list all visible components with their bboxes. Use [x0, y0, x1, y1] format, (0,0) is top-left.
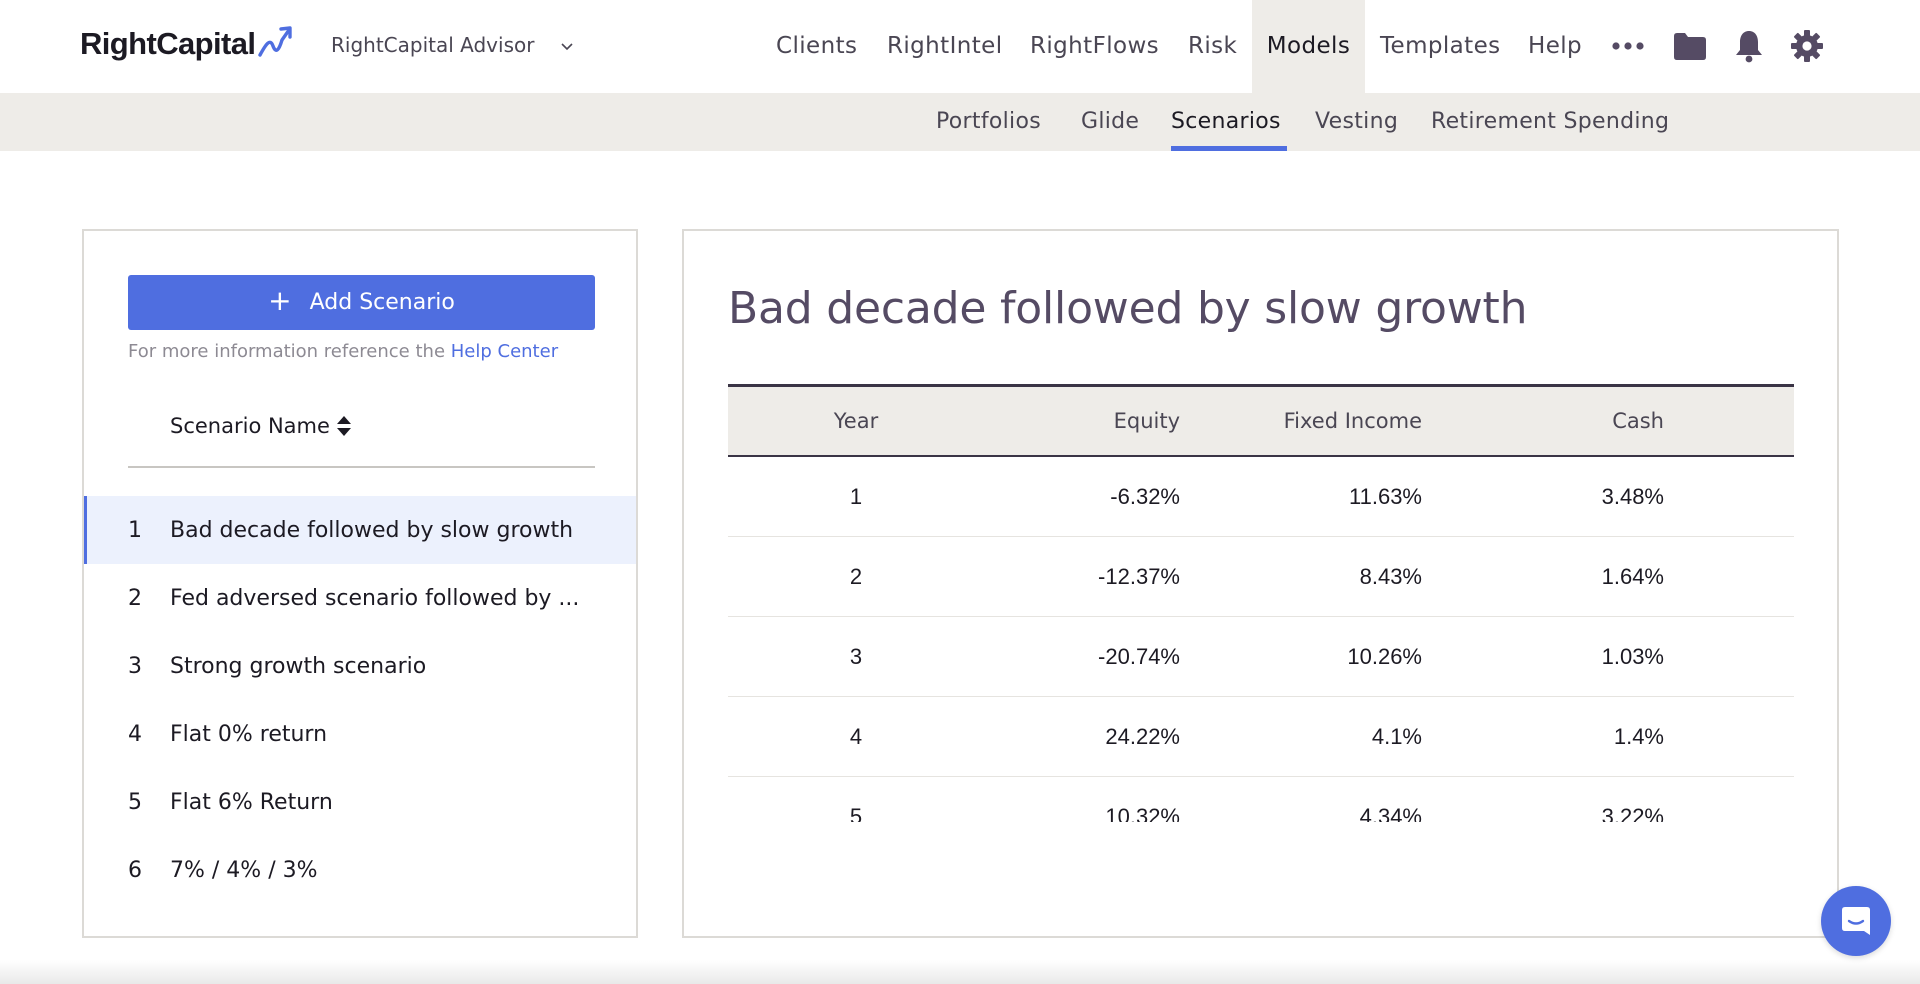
add-scenario-label: Add Scenario: [309, 290, 455, 315]
returns-table: Year Equity Fixed Income Cash 1 -6.32% 1…: [728, 384, 1794, 822]
nav-risk[interactable]: Risk: [1188, 33, 1238, 59]
nav-templates[interactable]: Templates: [1380, 33, 1501, 59]
cash-cell: 1.64%: [1601, 564, 1664, 589]
scenario-detail-panel: Bad decade followed by slow growth Year …: [682, 229, 1839, 938]
scenario-row[interactable]: 3 Strong growth scenario: [84, 632, 636, 700]
add-scenario-button[interactable]: + Add Scenario: [128, 275, 595, 330]
more-icon[interactable]: [1610, 28, 1646, 64]
scenario-row[interactable]: 4 Flat 0% return: [84, 700, 636, 768]
scenario-row[interactable]: 2 Fed adversed scenario followed by ...: [84, 564, 636, 632]
bell-icon[interactable]: [1731, 28, 1767, 64]
scenario-name: Strong growth scenario: [170, 653, 427, 679]
table-row: 3 -20.74% 10.26% 1.03%: [728, 617, 1794, 697]
fixed-income-cell: 4.34%: [1359, 804, 1422, 822]
sort-icon: [336, 415, 352, 437]
cash-cell: 3.48%: [1601, 484, 1664, 509]
window-bottom-edge: [0, 960, 1920, 984]
scenario-name-header[interactable]: Scenario Name: [170, 414, 352, 438]
advisor-dropdown[interactable]: RightCapital Advisor: [331, 33, 574, 57]
scenario-number: 3: [128, 653, 142, 679]
equity-header: Equity: [1113, 409, 1180, 433]
fixed-income-cell: 10.26%: [1347, 644, 1422, 669]
year-cell: 3: [849, 644, 863, 669]
equity-cell: -6.32%: [1110, 484, 1180, 509]
year-cell: 5: [849, 804, 863, 822]
help-center-link[interactable]: Help Center: [450, 341, 559, 362]
scenario-number: 2: [128, 585, 142, 611]
fixed-income-cell: 4.1%: [1371, 724, 1422, 749]
cash-cell: 1.03%: [1601, 644, 1664, 669]
year-cell: 4: [849, 724, 863, 749]
scenario-name: Fed adversed scenario followed by ...: [170, 585, 580, 611]
scenario-row[interactable]: 1 Bad decade followed by slow growth: [84, 496, 636, 564]
scenario-list: 1 Bad decade followed by slow growth 2 F…: [84, 496, 636, 904]
tab-vesting[interactable]: Vesting: [1315, 109, 1399, 134]
scenario-title: Bad decade followed by slow growth: [728, 283, 1528, 334]
folder-icon[interactable]: [1672, 28, 1708, 64]
logo-text: RightCapital: [80, 26, 256, 61]
logo-arrow-icon: [258, 26, 293, 57]
advisor-label: RightCapital Advisor: [331, 33, 535, 57]
models-subnav: Portfolios Glide Scenarios Vesting Retir…: [0, 93, 1920, 151]
fixed-income-cell: 11.63%: [1349, 484, 1422, 509]
help-prefix: For more information reference the: [128, 341, 446, 362]
scenario-number: 4: [128, 721, 142, 747]
table-header: Year Equity Fixed Income Cash: [728, 384, 1794, 457]
scenario-name: Flat 6% Return: [170, 789, 333, 815]
table-row: 1 -6.32% 11.63% 3.48%: [728, 457, 1794, 537]
chat-icon: [1842, 907, 1870, 935]
fixed-income-header: Fixed Income: [1283, 409, 1422, 433]
nav-clients[interactable]: Clients: [776, 33, 858, 59]
table-row: 4 24.22% 4.1% 1.4%: [728, 697, 1794, 777]
plus-icon: +: [268, 284, 292, 317]
fixed-income-cell: 8.43%: [1359, 564, 1422, 589]
chevron-down-icon: [561, 43, 574, 51]
active-tab-underline: [1171, 146, 1287, 151]
scenario-name: 7% / 4% / 3%: [170, 857, 318, 883]
equity-cell: 10.32%: [1105, 804, 1180, 822]
cash-header: Cash: [1612, 409, 1664, 433]
column-header-label: Scenario Name: [170, 414, 330, 438]
nav-models[interactable]: Models: [1252, 0, 1365, 93]
year-cell: 2: [849, 564, 863, 589]
tab-scenarios[interactable]: Scenarios: [1171, 109, 1281, 134]
top-navigation-bar: RightCapital RightCapital Advisor Client…: [0, 0, 1920, 93]
table-row: 2 -12.37% 8.43% 1.64%: [728, 537, 1794, 617]
scenario-list-panel: + Add Scenario For more information refe…: [82, 229, 638, 938]
equity-cell: 24.22%: [1105, 724, 1180, 749]
scenario-number: 5: [128, 789, 142, 815]
tab-portfolios[interactable]: Portfolios: [936, 109, 1041, 134]
scenario-name: Flat 0% return: [170, 721, 328, 747]
scenario-number: 6: [128, 857, 142, 883]
tab-glide[interactable]: Glide: [1081, 109, 1140, 134]
gear-icon[interactable]: [1789, 28, 1825, 64]
rightcapital-logo[interactable]: RightCapital: [80, 24, 295, 64]
nav-rightintel[interactable]: RightIntel: [887, 33, 1003, 59]
cash-cell: 3.22%: [1601, 804, 1664, 822]
nav-help[interactable]: Help: [1528, 33, 1583, 59]
header-divider: [128, 466, 595, 468]
scenario-name: Bad decade followed by slow growth: [170, 517, 574, 543]
scenario-number: 1: [128, 517, 142, 543]
year-cell: 1: [849, 484, 863, 509]
nav-rightflows[interactable]: RightFlows: [1030, 33, 1160, 59]
year-header: Year: [833, 409, 879, 433]
help-text: For more information reference the Help …: [128, 341, 558, 362]
scenario-row[interactable]: 5 Flat 6% Return: [84, 768, 636, 836]
scenario-row[interactable]: 6 7% / 4% / 3%: [84, 836, 636, 904]
equity-cell: -20.74%: [1098, 644, 1180, 669]
chat-support-button[interactable]: [1821, 886, 1891, 956]
table-row: 5 10.32% 4.34% 3.22%: [728, 777, 1794, 822]
tab-retirement-spending[interactable]: Retirement Spending: [1431, 109, 1670, 134]
table-body[interactable]: 1 -6.32% 11.63% 3.48% 2 -12.37% 8.43% 1.…: [728, 457, 1794, 822]
cash-cell: 1.4%: [1613, 724, 1664, 749]
equity-cell: -12.37%: [1098, 564, 1180, 589]
